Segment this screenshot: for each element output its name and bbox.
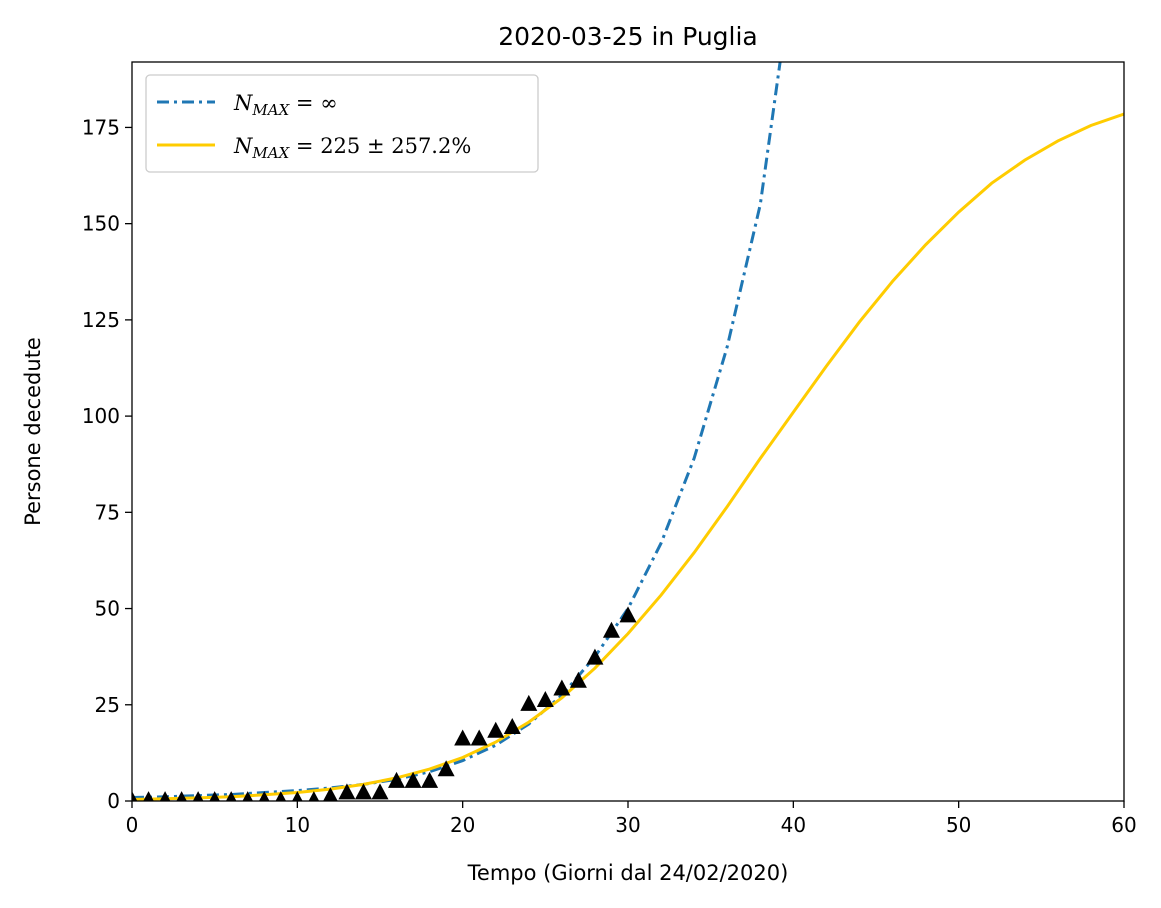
data-point-marker [159,791,171,801]
data-point-marker [404,771,422,788]
data-point-marker [454,729,472,746]
data-point-marker [258,791,270,801]
data-point-marker [308,791,320,801]
data-point-marker [553,679,571,696]
plot-frame [131,61,1125,802]
data-point-marker [225,791,237,801]
data-point-marker [520,694,538,711]
data-point-marker [437,760,455,777]
x-tick-label: 40 [781,813,806,837]
data-point-marker [602,621,620,638]
y-tick-label: 150 [82,212,120,236]
data-point-marker [292,791,303,801]
y-axis-label: Persone decedute [21,337,45,526]
data-point-marker [176,791,187,801]
legend: NMAX = ∞ NMAX = 225 ± 257.2% [145,74,539,173]
data-point-marker [388,771,406,788]
y-tick-label: 25 [95,693,120,717]
x-tick-label: 0 [126,813,139,837]
data-point-marker [569,671,587,688]
series-line-2 [132,112,1124,801]
legend-box [145,74,539,173]
data-point-marker [371,783,389,800]
data-point-marker [619,606,637,623]
series-layer [132,62,1124,801]
data-point-marker [503,717,521,734]
x-tick-label: 60 [1111,813,1136,837]
y-tick-label: 100 [82,404,120,428]
data-point-marker [323,787,338,801]
series-line-1 [132,62,782,799]
data-point-marker [487,721,505,738]
y-axis: 0 25 50 75 100 125 150 175 [82,115,132,813]
data-point-marker [209,791,220,801]
y-tick-label: 125 [82,308,120,332]
chart-title: 2020-03-25 in Puglia [498,22,758,51]
data-point-marker [421,771,439,788]
data-point-marker [132,791,138,801]
x-tick-label: 20 [450,813,475,837]
data-point-marker [275,791,287,801]
data-point-marker [338,783,356,800]
x-axis: 0 10 20 30 40 50 60 [126,801,1137,837]
legend-label: NMAX = 225 ± 257.2% [233,134,471,162]
data-point-marker [470,729,488,746]
data-point-marker [242,791,254,801]
y-tick-label: 175 [82,115,120,139]
data-point-marker [354,783,372,800]
data-point-marker [536,691,554,708]
x-tick-label: 50 [946,813,971,837]
x-tick-label: 10 [285,813,310,837]
y-tick-label: 0 [107,789,120,813]
y-tick-label: 50 [95,597,120,621]
legend-label: NMAX = ∞ [233,91,338,119]
data-point-marker [192,791,204,801]
x-tick-label: 30 [615,813,640,837]
y-tick-label: 75 [95,500,120,524]
plot-area [131,61,1125,802]
data-point-marker [143,791,154,801]
data-point-marker [586,648,604,665]
x-axis-label: Tempo (Giorni dal 24/02/2020) [467,861,789,885]
